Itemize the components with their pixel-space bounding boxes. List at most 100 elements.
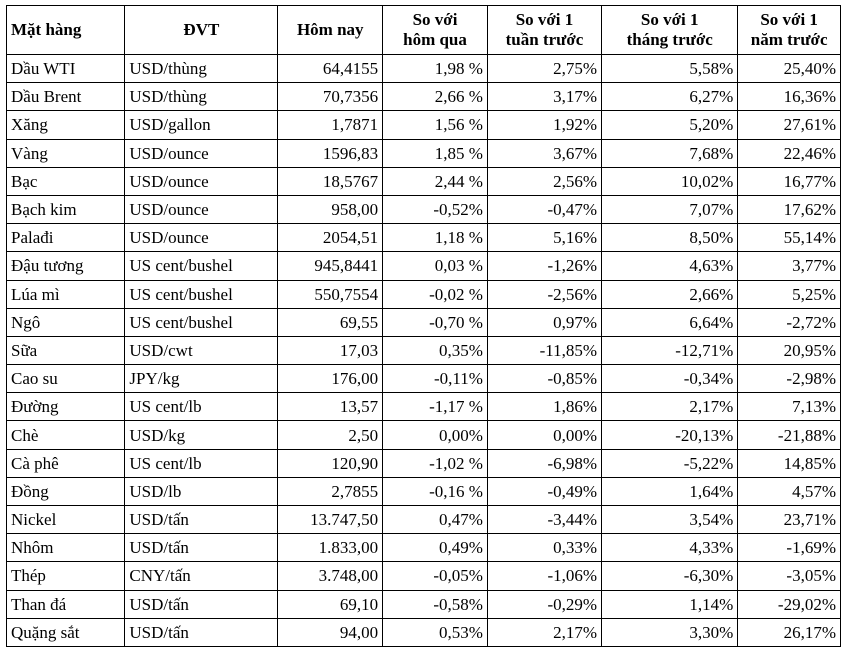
cell-vs-week: 1,86% bbox=[486, 392, 603, 422]
cell-vs-year: 22,46% bbox=[737, 138, 841, 168]
header-unit: ĐVT bbox=[124, 5, 279, 55]
cell-name: Than đá bbox=[5, 589, 126, 619]
cell-vs-yesterday: 1,56 % bbox=[382, 110, 488, 140]
cell-unit: USD/ounce bbox=[124, 166, 279, 196]
table-row: Đồng USD/lb 2,7855 -0,16 % -0,49% 1,64% 4,57% bbox=[5, 476, 841, 507]
cell-vs-week: 1,92% bbox=[486, 110, 603, 140]
header-vs-month-line1: So với 1 bbox=[640, 10, 699, 29]
cell-vs-yesterday: 0,03 % bbox=[382, 251, 488, 281]
cell-name: Dầu Brent bbox=[5, 82, 126, 112]
header-unit-label: ĐVT bbox=[183, 20, 220, 39]
table-row: Thép CNY/tấn 3.748,00 -0,05% -1,06% -6,30% -3,… bbox=[5, 561, 841, 591]
cell-vs-week: -0,47% bbox=[486, 194, 603, 225]
cell-vs-week: 2,17% bbox=[486, 617, 603, 647]
table-row: Dầu Brent USD/thùng 70,7356 2,66 % 3,17% 6,27… bbox=[5, 82, 841, 112]
cell-name: Cao su bbox=[5, 364, 126, 394]
cell-today: 13.747,50 bbox=[277, 504, 384, 535]
cell-unit: USD/ounce bbox=[124, 223, 279, 253]
cell-unit: USD/tấn bbox=[124, 533, 279, 563]
cell-name: Bạch kim bbox=[5, 194, 126, 225]
cell-vs-month: -5,22% bbox=[601, 448, 739, 478]
cell-vs-yesterday: -0,05% bbox=[382, 561, 488, 591]
cell-vs-year: -29,02% bbox=[737, 589, 841, 619]
cell-vs-month: 8,50% bbox=[601, 223, 739, 253]
cell-vs-year: 14,85% bbox=[737, 448, 841, 478]
cell-vs-month: -20,13% bbox=[601, 420, 739, 450]
cell-vs-week: -11,85% bbox=[486, 335, 603, 366]
cell-name: Palađi bbox=[5, 223, 126, 253]
cell-unit: USD/lb bbox=[124, 476, 279, 507]
cell-unit: JPY/kg bbox=[124, 364, 279, 394]
header-vs-year: So với 1 năm trước bbox=[737, 5, 841, 55]
cell-vs-yesterday: 2,66 % bbox=[382, 82, 488, 112]
cell-unit: USD/thùng bbox=[124, 82, 279, 112]
cell-vs-yesterday: 0,35% bbox=[382, 335, 488, 366]
header-vs-yesterday-line2: hôm qua bbox=[403, 30, 467, 49]
table-row: Đường US cent/lb 13,57 -1,17 % 1,86% 2,17% 7,1… bbox=[5, 392, 841, 422]
cell-vs-year: 27,61% bbox=[737, 110, 841, 140]
cell-vs-year: 16,36% bbox=[737, 82, 841, 112]
cell-vs-year: 17,62% bbox=[737, 194, 841, 225]
header-today: Hôm nay bbox=[277, 5, 384, 55]
cell-unit: USD/tấn bbox=[124, 617, 279, 647]
cell-name: Sữa bbox=[5, 335, 126, 366]
cell-vs-week: -1,26% bbox=[486, 251, 603, 281]
cell-vs-year: 55,14% bbox=[737, 223, 841, 253]
table-row: Sữa USD/cwt 17,03 0,35% -11,85% -12,71% 20,95% bbox=[5, 335, 841, 366]
cell-vs-week: -0,49% bbox=[486, 476, 603, 507]
header-vs-week-line1: So với 1 bbox=[515, 10, 574, 29]
cell-vs-month: -0,34% bbox=[601, 364, 739, 394]
cell-today: 550,7554 bbox=[277, 279, 384, 309]
table-row: Bạch kim USD/ounce 958,00 -0,52% -0,47% 7,07%… bbox=[5, 194, 841, 225]
cell-name: Ngô bbox=[5, 307, 126, 337]
table-row: Chè USD/kg 2,50 0,00% 0,00% -20,13% -21,88% bbox=[5, 420, 841, 450]
header-vs-year-line2: năm trước bbox=[750, 30, 828, 49]
cell-today: 69,10 bbox=[277, 589, 384, 619]
cell-vs-month: 6,64% bbox=[601, 307, 739, 337]
cell-vs-yesterday: 2,44 % bbox=[382, 166, 488, 196]
cell-name: Nickel bbox=[5, 504, 126, 535]
cell-today: 94,00 bbox=[277, 617, 384, 647]
cell-today: 2,50 bbox=[277, 420, 384, 450]
cell-name: Bạc bbox=[5, 166, 126, 196]
cell-name: Vàng bbox=[5, 138, 126, 168]
cell-name: Lúa mì bbox=[5, 279, 126, 309]
cell-vs-yesterday: 1,18 % bbox=[382, 223, 488, 253]
cell-vs-month: 3,30% bbox=[601, 617, 739, 647]
cell-name: Cà phê bbox=[5, 448, 126, 478]
table-row: Ngô US cent/bushel 69,55 -0,70 % 0,97% 6,64% -… bbox=[5, 307, 841, 337]
cell-today: 3.748,00 bbox=[277, 561, 384, 591]
cell-vs-yesterday: -0,52% bbox=[382, 194, 488, 225]
cell-name: Xăng bbox=[5, 110, 126, 140]
cell-unit: US cent/bushel bbox=[124, 307, 279, 337]
cell-vs-yesterday: 0,53% bbox=[382, 617, 488, 647]
cell-name: Đồng bbox=[5, 476, 126, 507]
cell-today: 2054,51 bbox=[277, 223, 384, 253]
cell-unit: CNY/tấn bbox=[124, 561, 279, 591]
cell-unit: USD/ounce bbox=[124, 138, 279, 168]
cell-vs-year: 5,25% bbox=[737, 279, 841, 309]
cell-today: 13,57 bbox=[277, 392, 384, 422]
cell-unit: US cent/lb bbox=[124, 448, 279, 478]
cell-vs-yesterday: 0,00% bbox=[382, 420, 488, 450]
cell-vs-month: 5,20% bbox=[601, 110, 739, 140]
cell-today: 176,00 bbox=[277, 364, 384, 394]
header-vs-week: So với 1 tuần trước bbox=[486, 5, 603, 55]
cell-unit: USD/thùng bbox=[124, 53, 279, 84]
cell-unit: US cent/bushel bbox=[124, 279, 279, 309]
cell-today: 945,8441 bbox=[277, 251, 384, 281]
cell-vs-month: -12,71% bbox=[601, 335, 739, 366]
cell-vs-yesterday: -0,11% bbox=[382, 364, 488, 394]
cell-vs-month: 1,14% bbox=[601, 589, 739, 619]
cell-vs-week: 3,67% bbox=[486, 138, 603, 168]
cell-unit: USD/ounce bbox=[124, 194, 279, 225]
cell-today: 70,7356 bbox=[277, 82, 384, 112]
cell-vs-year: 7,13% bbox=[737, 392, 841, 422]
cell-vs-week: 0,33% bbox=[486, 533, 603, 563]
cell-today: 1,7871 bbox=[277, 110, 384, 140]
cell-today: 1.833,00 bbox=[277, 533, 384, 563]
header-vs-year-line1: So với 1 bbox=[760, 10, 818, 29]
cell-today: 2,7855 bbox=[277, 476, 384, 507]
cell-name: Chè bbox=[5, 420, 126, 450]
cell-vs-yesterday: -0,70 % bbox=[382, 307, 488, 337]
